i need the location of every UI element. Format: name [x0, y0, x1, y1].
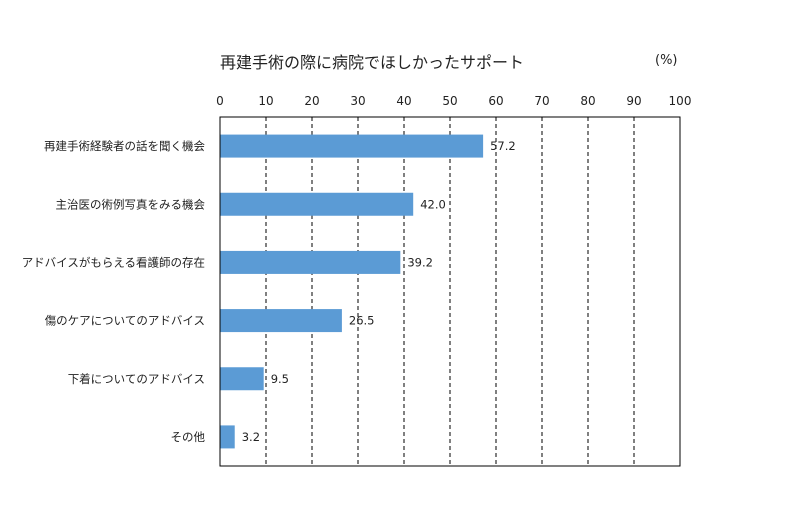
bars: [220, 134, 484, 449]
x-tick-label: 10: [258, 94, 273, 108]
x-tick-label: 40: [396, 94, 411, 108]
x-tick-label: 80: [580, 94, 595, 108]
data-labels: 57.2 42.0 39.2 26.5 9.5 3.2: [242, 139, 516, 444]
data-label: 39.2: [407, 255, 433, 269]
category-label: 主治医の術例写真をみる機会: [56, 197, 206, 211]
category-label: 傷のケアについてのアドバイス: [45, 314, 205, 328]
x-tick-label: 90: [626, 94, 641, 108]
x-tick-label: 50: [442, 94, 457, 108]
bar: [220, 192, 414, 216]
unit-label: (%): [655, 53, 678, 68]
data-label: 42.0: [420, 197, 446, 211]
gridlines: [265, 117, 635, 466]
category-label: アドバイスがもらえる看護師の存在: [22, 255, 205, 269]
x-tick-label: 70: [534, 94, 549, 108]
bar: [220, 309, 342, 333]
bar: [220, 134, 484, 158]
bar: [220, 250, 401, 274]
x-tick-label: 30: [350, 94, 365, 108]
x-tick-label: 0: [216, 94, 224, 108]
data-label: 26.5: [349, 314, 375, 328]
x-tick-label: 60: [488, 94, 503, 108]
plot-area-border: [219, 116, 681, 467]
chart-title: 再建手術の際に病院でほしかったサポート: [220, 53, 525, 72]
category-label: 再建手術経験者の話を聞く機会: [44, 139, 205, 153]
category-label: その他: [171, 430, 206, 444]
bar: [220, 425, 235, 449]
x-tick-labels: 0 10 20 30 40 50 60 70 80 90 100: [216, 94, 691, 108]
bar: [220, 367, 264, 391]
data-label: 3.2: [242, 430, 260, 444]
category-label: 下着についてのアドバイス: [68, 372, 205, 386]
x-tick-label: 20: [304, 94, 319, 108]
data-label: 57.2: [490, 139, 516, 153]
data-label: 9.5: [271, 372, 289, 386]
x-tick-label: 100: [669, 94, 692, 108]
category-labels: 再建手術経験者の話を聞く機会主治医の術例写真をみる機会アドバイスがもらえる看護師…: [22, 139, 206, 444]
